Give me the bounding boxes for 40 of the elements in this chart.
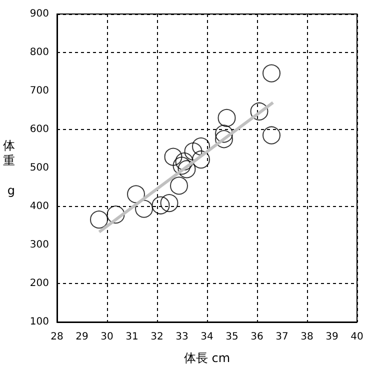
- point: [175, 152, 194, 170]
- point: [215, 130, 233, 148]
- point: [262, 126, 280, 144]
- y-tick-label: 100: [30, 316, 49, 328]
- x-axis-title: 体長 cm: [184, 351, 230, 365]
- point: [250, 102, 268, 120]
- x-tick-label: 32: [150, 332, 164, 342]
- point: [172, 156, 191, 175]
- y-tick-label: 200: [30, 278, 49, 289]
- point: [164, 148, 182, 166]
- x-tick-label: 28: [50, 332, 64, 342]
- y-tick-label: 700: [30, 86, 49, 96]
- text: 体重 g: [3, 138, 15, 198]
- point: [152, 196, 170, 214]
- point: [218, 108, 236, 127]
- point: [262, 64, 280, 82]
- point: [90, 210, 108, 229]
- x-tick-label: 34: [200, 332, 214, 342]
- point: [170, 176, 188, 195]
- point: [160, 194, 178, 212]
- x-tick-label: 29: [76, 332, 88, 342]
- x-tick-label: 40: [350, 332, 364, 342]
- point: [178, 160, 196, 178]
- x-tick-label: 31: [126, 332, 138, 342]
- point: [106, 206, 125, 224]
- point: [215, 124, 233, 143]
- y-tick-label: 300: [30, 240, 49, 250]
- x-tick-label: 38: [300, 332, 314, 342]
- y-tick-label: 500: [30, 162, 49, 174]
- x-tick-label: 30: [100, 332, 114, 342]
- x-tick-label: 39: [326, 332, 338, 342]
- y-tick-label: 400: [30, 201, 49, 212]
- x-tick-label: 33: [176, 332, 188, 342]
- y-tick-label: 900: [30, 8, 49, 20]
- x-tick-label: 37: [276, 332, 288, 342]
- y-tick-label: 600: [30, 124, 49, 135]
- point: [192, 150, 210, 169]
- y-tick-label: 800: [30, 47, 49, 58]
- x-tick-label: 36: [250, 332, 264, 342]
- x-tick-label: 35: [226, 332, 238, 342]
